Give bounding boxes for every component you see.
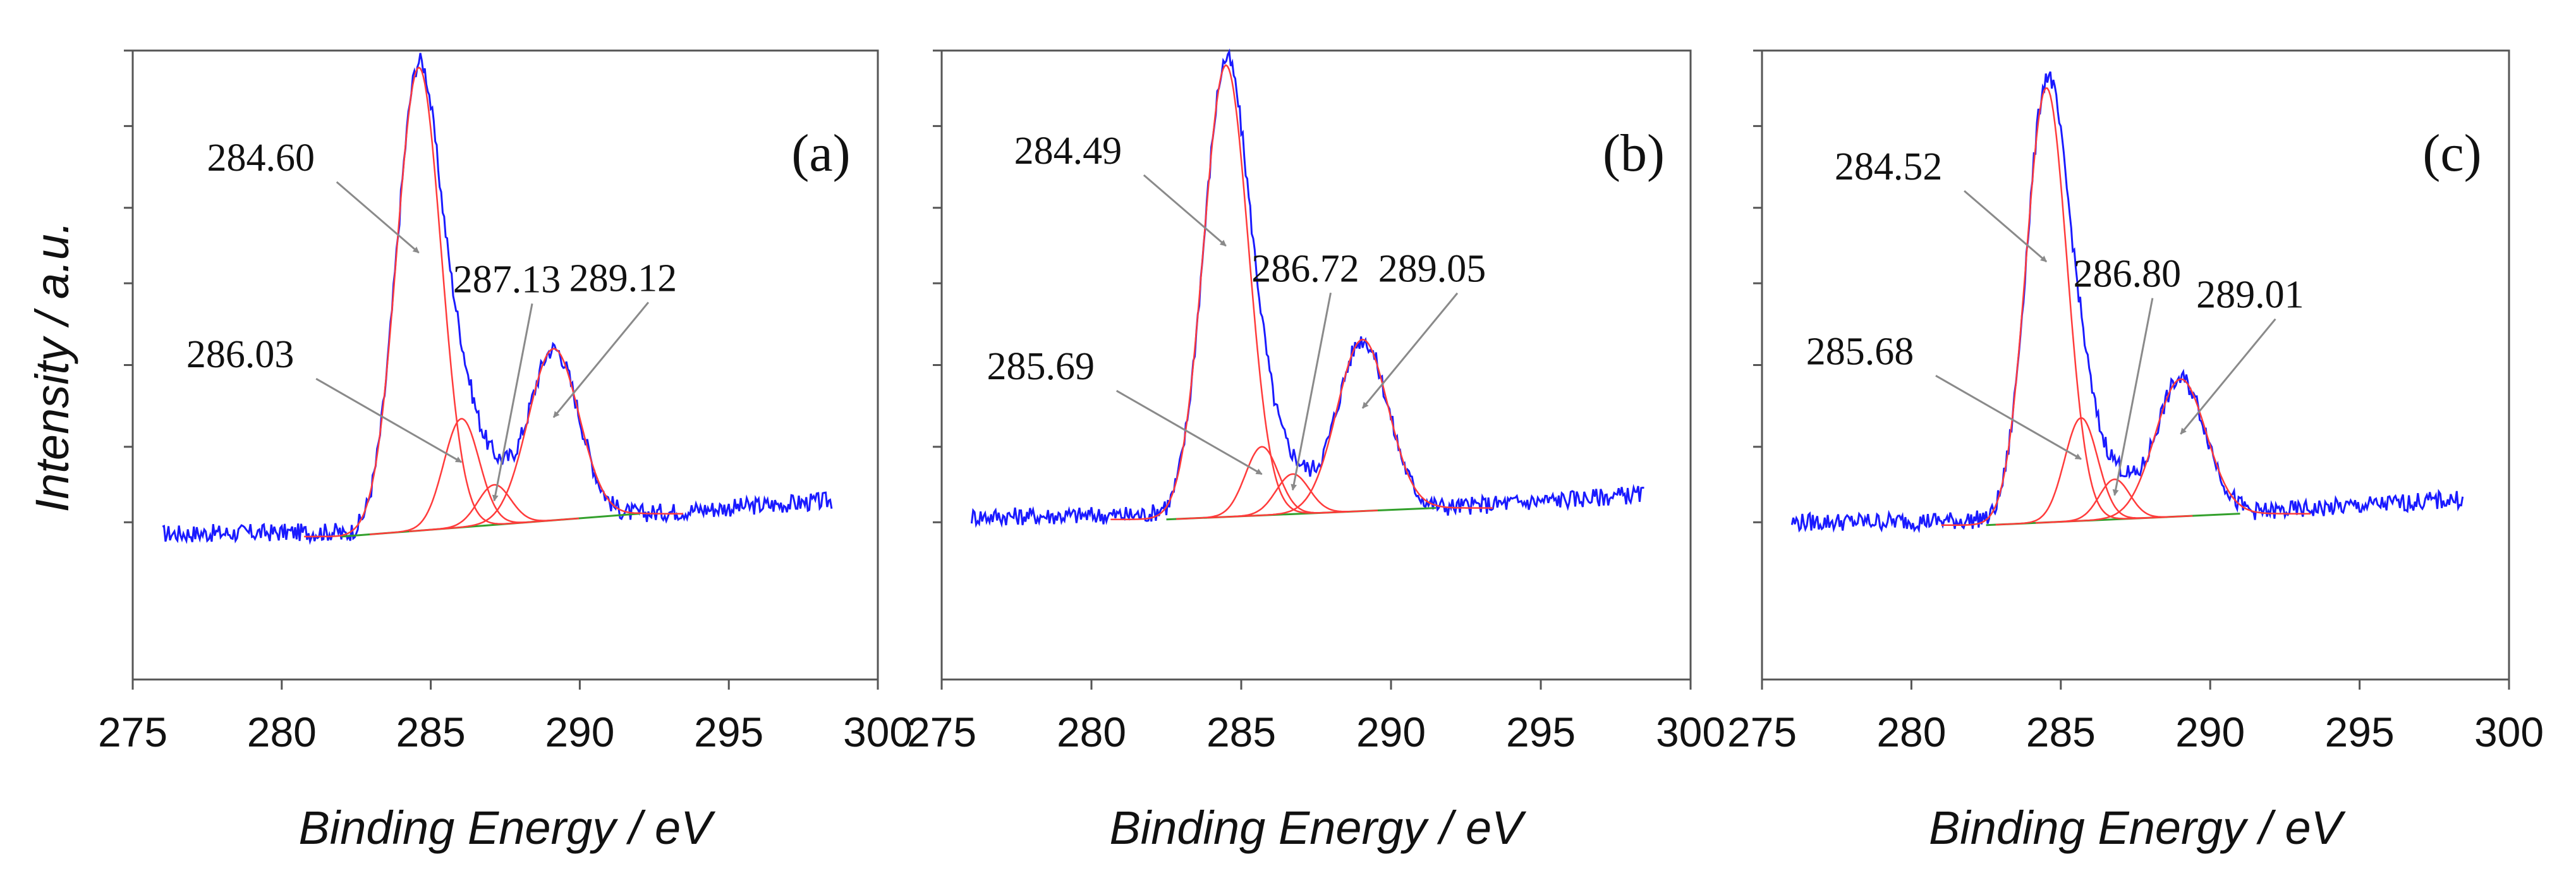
x-tick-label: 295 (1506, 709, 1576, 755)
x-tick-label: 290 (1356, 709, 1426, 755)
x-tick-label: 275 (907, 709, 976, 755)
x-tick-label: 290 (2175, 709, 2245, 755)
panel-label: (a) (791, 124, 850, 183)
panel-b: 275 280 285 290 295 300 Binding Energy / eV 284… (907, 48, 1725, 854)
component-peak-2 (369, 418, 554, 535)
component-peak-4 (2049, 378, 2311, 523)
x-axis-label: Binding Energy / eV (1929, 802, 2347, 854)
annotation-label: 289.01 (2196, 274, 2304, 317)
annotation-label: 286.72 (1251, 247, 1359, 290)
x-axis-label: Binding Energy / eV (1109, 802, 1527, 854)
annotation-label: 284.52 (1835, 145, 1943, 188)
component-peak-2 (1995, 417, 2166, 526)
x-tick-label: 300 (2474, 709, 2544, 755)
annotation-label: 286.03 (186, 333, 295, 376)
x-tick-label: 280 (247, 709, 317, 755)
component-peak-4 (422, 348, 683, 532)
x-tick-label: 285 (2026, 709, 2096, 755)
x-tick-label: 280 (1876, 709, 1946, 755)
panel-a: 275 280 285 290 295 300 Binding Energy / eV 284… (98, 49, 913, 854)
annotation-arrow (492, 303, 533, 502)
x-tick-label: 280 (1057, 709, 1126, 755)
annotation-label: 285.69 (987, 345, 1095, 388)
envelope-line (162, 52, 833, 546)
y-axis-label: Intensity / a.u. (26, 221, 78, 513)
annotation-arrow (2180, 318, 2276, 435)
component-peak-1 (1110, 64, 1340, 520)
component-peak-1 (1941, 87, 2151, 527)
annotation-arrow (315, 377, 463, 463)
x-tick-label: 275 (98, 709, 167, 755)
annotation-label: 289.05 (1378, 248, 1486, 291)
panel-label: (c) (2422, 124, 2481, 183)
component-peak-3 (2036, 479, 2193, 524)
annotation-arrow (1964, 190, 2048, 263)
x-tick-label: 285 (1206, 709, 1276, 755)
component-peak-3 (1206, 473, 1378, 519)
envelope-line (970, 48, 1644, 528)
annotation-arrow (552, 302, 650, 418)
component-peak-1 (304, 66, 533, 538)
component-peak-2 (1176, 446, 1347, 520)
annotation-label: 287.13 (453, 258, 561, 301)
annotation-label: 286.80 (2074, 253, 2182, 296)
x-tick-label: 295 (2325, 709, 2395, 755)
annotation-label: 284.49 (1014, 130, 1122, 173)
annotation-arrow (336, 181, 420, 253)
annotation-arrow (1361, 292, 1459, 409)
x-tick-label: 300 (1656, 709, 1725, 755)
panels: 275 280 285 290 295 300 Binding Energy / eV 284… (98, 48, 2544, 854)
annotation-label: 284.60 (207, 137, 315, 180)
panel-c: 275 280 285 290 295 300 Binding Energy / eV 284… (1727, 49, 2544, 854)
annotation-arrow (1143, 174, 1227, 247)
annotation-arrow (1115, 389, 1263, 475)
annotation-label: 285.68 (1806, 330, 1914, 373)
panel-label: (b) (1603, 124, 1665, 183)
x-tick-label: 295 (694, 709, 763, 755)
annotation-label: 289.12 (569, 257, 677, 300)
x-tick-label: 300 (843, 709, 913, 755)
x-tick-label: 285 (396, 709, 466, 755)
x-tick-label: 275 (1727, 709, 1797, 755)
envelope-line (1790, 71, 2464, 533)
annotation-arrow (1291, 292, 1332, 491)
component-peak-4 (1230, 338, 1493, 518)
x-tick-label: 290 (545, 709, 614, 755)
annotation-arrow (1935, 375, 2082, 460)
x-axis-label: Binding Energy / eV (298, 802, 716, 854)
annotation-arrow (2112, 298, 2154, 496)
